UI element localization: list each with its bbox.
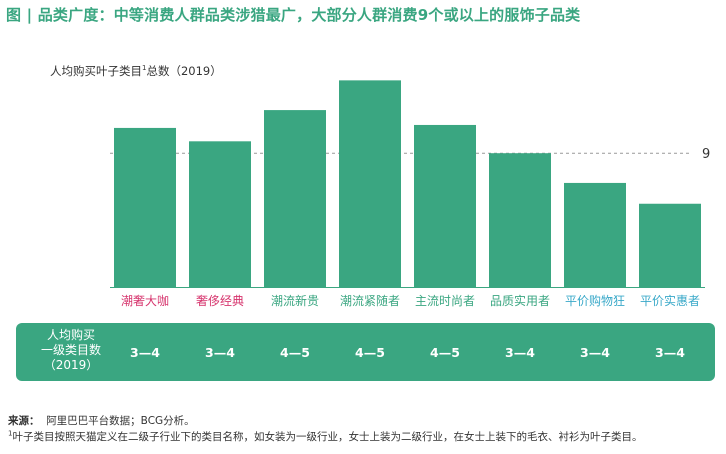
x-tick-label: 奢侈经典 [196, 294, 244, 308]
x-tick-label: 潮奢大咖 [121, 293, 169, 308]
bar [639, 203, 701, 287]
chart-title: 图 | 品类广度：中等消费人群品类涉猎最广，大部分人群消费9个或以上的服饰子品类 [6, 6, 581, 24]
source-note: 来源： 阿里巴巴平台数据；BCG分析。 [8, 415, 195, 427]
bar [564, 182, 626, 287]
range-row-label: 人均购买 一级类目数 （2019） [40, 328, 101, 372]
range-row: 人均购买 一级类目数 （2019） 3—4 3—4 4—5 4—5 4—5 3—4 3—4 3… [16, 323, 715, 381]
range-value: 4—5 [355, 345, 385, 360]
y-axis-label: 人均购买叶子类目1总数（2019） [50, 64, 222, 78]
x-tick-label: 潮流紧随者 [340, 293, 400, 308]
range-value: 3—4 [505, 345, 535, 360]
range-value: 3—4 [655, 345, 685, 360]
range-value: 4—5 [280, 345, 310, 360]
footnote: 1叶子类目按照天猫定义在二级子行业下的类目名称，如女装为一级行业，女士上装为二级… [8, 429, 643, 444]
x-tick-label: 主流时尚者 [415, 294, 475, 308]
x-tick-label: 平价购物狂 [565, 293, 625, 308]
bar [414, 124, 476, 287]
range-value: 4—5 [430, 345, 460, 360]
bar [114, 127, 176, 287]
bar [264, 110, 326, 287]
bar-chart: 9 潮奢大咖 奢侈经典 潮流新贵 潮流紧随者 主流时尚者 品质实用者 平价购物狂 平价实惠者 [110, 80, 710, 308]
range-value: 3—4 [205, 345, 235, 360]
bar [489, 153, 551, 287]
range-value: 3—4 [580, 345, 610, 360]
x-tick-label: 品质实用者 [490, 293, 550, 308]
x-tick-label: 平价实惠者 [640, 293, 700, 308]
bar [189, 141, 251, 287]
x-tick-label: 潮流新贵 [271, 293, 319, 308]
range-value: 3—4 [130, 345, 160, 360]
bar [339, 80, 401, 287]
reference-line-label: 9 [702, 147, 710, 162]
